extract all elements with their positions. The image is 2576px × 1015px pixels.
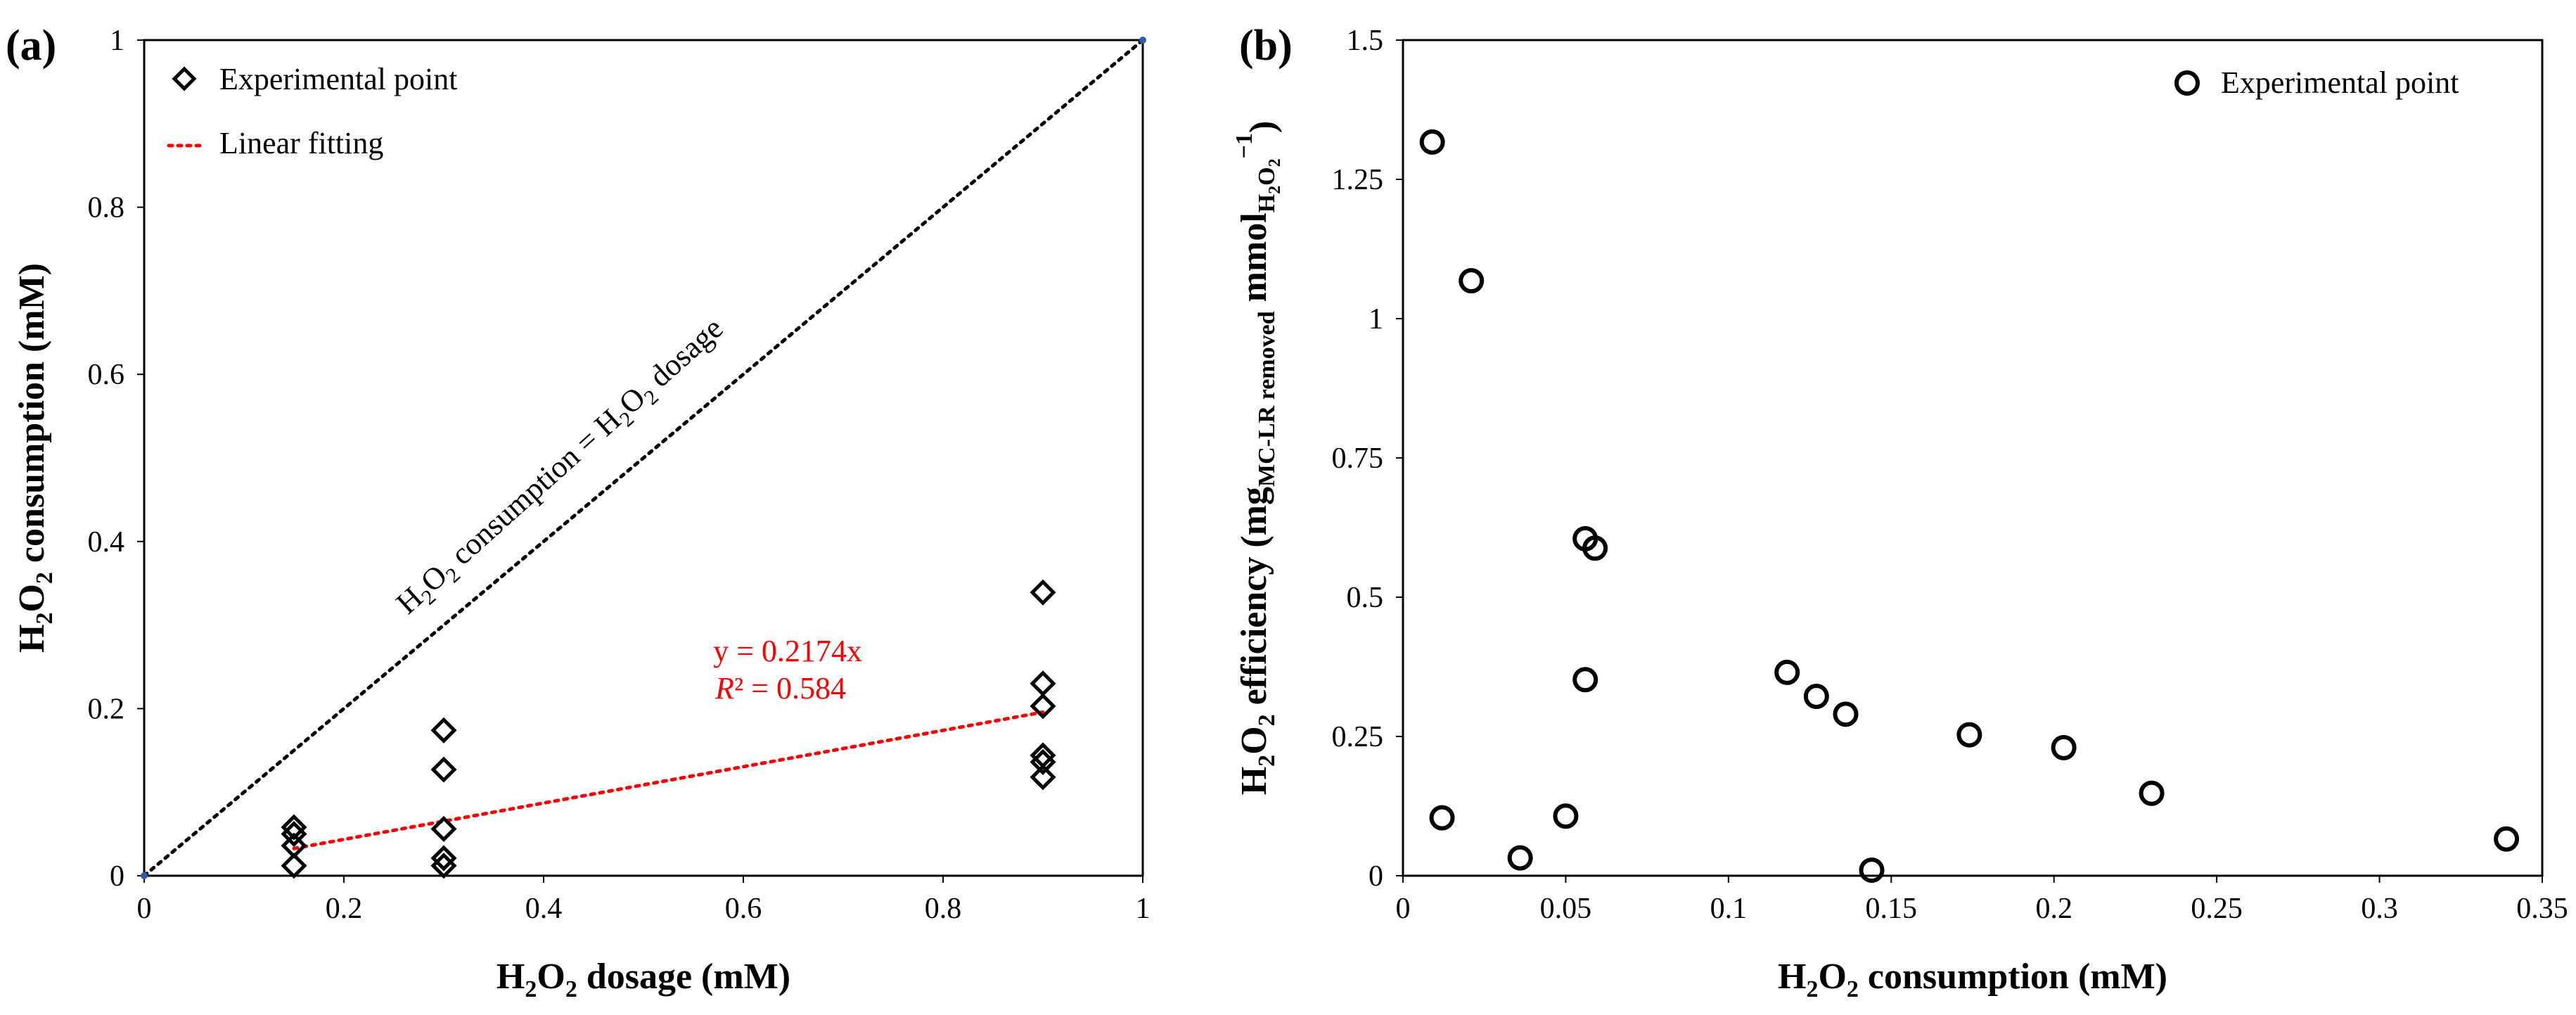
panel-a-legend-label-fit: Linear fitting (219, 126, 383, 160)
panel-b-data-point (1572, 667, 1598, 693)
panel-b-legend-circle-marker (2174, 70, 2200, 96)
panel-a-data-point (430, 853, 457, 879)
panel-b-data-point (2494, 826, 2520, 852)
panel-a-data-point (1030, 748, 1056, 775)
panel-b-x-tick-label: 0.15 (1866, 893, 1918, 925)
panel-a-legend-diamond-marker (172, 66, 197, 91)
panel-a-y-tick-label: 0.4 (88, 526, 125, 558)
panel-a-identity-line (142, 38, 1145, 878)
panel-a-y-axis-label: H2O2 consumption (mM) (12, 263, 58, 653)
panel-a-identity-line-end-point (1139, 37, 1146, 44)
panel-b-x-tick-label: 0.25 (2191, 893, 2243, 925)
panel-b-label: (b) (1239, 22, 1293, 70)
panel-a-data-point (430, 815, 457, 843)
panel-b-x-tick-label: 0.05 (1540, 893, 1592, 925)
panel-b-x-axis-label: H2O2 consumption (mM) (1778, 957, 2167, 1002)
panel-a-data-point (430, 845, 457, 872)
panel-b-data-point (1507, 845, 1533, 871)
panel-b-data-point (1774, 659, 1800, 685)
panel-b-plot: 0 0.05 0.1 0.15 0.2 0.25 0.3 0.35 0 0.25 0.5 0.75 1 1… (1231, 25, 2568, 1002)
panel-b-plot-frame (1402, 39, 2544, 877)
panel-b-y-tick-label: 1 (1369, 303, 1383, 336)
panel-a-diagonal-label: H2O2 consumption = H2O2 dosage (390, 311, 733, 625)
panel-b-data-point (1459, 268, 1485, 294)
panel-a-data-point (1030, 764, 1056, 791)
panel-b-x-tick-label: 0 (1396, 893, 1411, 925)
panel-a-identity-line-start-point (141, 872, 148, 879)
panel-b-legend: Experimental point (2174, 65, 2459, 100)
panel-b-y-tick-label: 0 (1369, 860, 1383, 893)
panel-b-y-axis-label: H2O2 efficiency (mgMC-LR removed mmolH2O… (1231, 121, 1284, 796)
panel-a-x-tick-label: 0.2 (326, 893, 363, 925)
panel-a-y-tick-label: 1 (110, 25, 124, 57)
panel-a-data-point (281, 821, 307, 848)
panel-a-fit-r2: R² = 0.584 (715, 671, 846, 706)
panel-b-y-tick-label: 0.5 (1347, 582, 1384, 614)
panel-a-data-point (430, 717, 457, 743)
panel-b-data-point (1956, 722, 1982, 748)
panel-b-x-tick-label: 0.1 (1710, 893, 1748, 925)
panel-a-data-point (1030, 693, 1056, 720)
panel-a-data-point (281, 853, 307, 879)
panel-a-y-tick-label: 0 (110, 860, 124, 893)
panel-b-data-point (1582, 535, 1608, 561)
panel-b-legend-label-points: Experimental point (2221, 65, 2459, 100)
panel-b-x-tick-label: 0.3 (2361, 893, 2398, 925)
panel-b-x-tick-label: 0.35 (2516, 893, 2568, 925)
panel-a-x-tick-label: 0.8 (925, 893, 962, 925)
panel-a-linear-fit-line (292, 710, 1045, 850)
panel-a-x-tick-label: 0.4 (525, 893, 563, 925)
panel-a-data-point (1030, 670, 1056, 697)
panel-a-y-tick-label: 0.2 (88, 693, 125, 725)
panel-b-y-tick-label: 1.5 (1347, 25, 1384, 57)
panel-a-data-point (281, 814, 307, 841)
panel-a-legend-label-points: Experimental point (219, 62, 457, 96)
panel-a-plot: 0 0.2 0.4 0.6 0.8 1 0 0.2 0.4 0.6 0.8 1 H2O2 consum… (12, 25, 1151, 1002)
panel-a-x-tick-label: 0 (137, 893, 152, 925)
panel-a-x-tick-label: 0.6 (725, 893, 762, 925)
panel-b-data-point (1859, 857, 1885, 883)
panel-a-plot-frame (143, 39, 1144, 877)
panel-b-y-tick-label: 1.25 (1332, 164, 1384, 196)
panel-a-data-point (430, 756, 457, 783)
panel-b-data-point (1803, 683, 1829, 709)
panel-a-y-tick-label: 0.8 (88, 192, 125, 224)
panel-b-data-point (1429, 805, 1455, 831)
panel-b-y-tick-label: 0.25 (1332, 721, 1384, 753)
panel-a-legend: Experimental point Linear fitting (167, 62, 457, 160)
panel-a-data-point (1030, 579, 1056, 606)
panel-b-y-tick-label: 0.75 (1332, 442, 1384, 475)
panel-b-data-point (2139, 780, 2165, 806)
panel-a-label: (a) (6, 22, 56, 70)
panel-a-fit-equation: y = 0.2174x (713, 634, 862, 668)
panel-b-data-point (1833, 701, 1859, 727)
panel-a-x-tick-label: 1 (1136, 893, 1151, 925)
panel-a-y-tick-label: 0.6 (88, 359, 125, 391)
panel-b-data-point (1553, 803, 1579, 829)
panel-b-data-point (2051, 734, 2077, 760)
panel-a-x-axis-label: H2O2 dosage (mM) (496, 957, 790, 1002)
panel-b-x-tick-label: 0.2 (2035, 893, 2072, 925)
panel-b-data-point (1419, 129, 1445, 155)
